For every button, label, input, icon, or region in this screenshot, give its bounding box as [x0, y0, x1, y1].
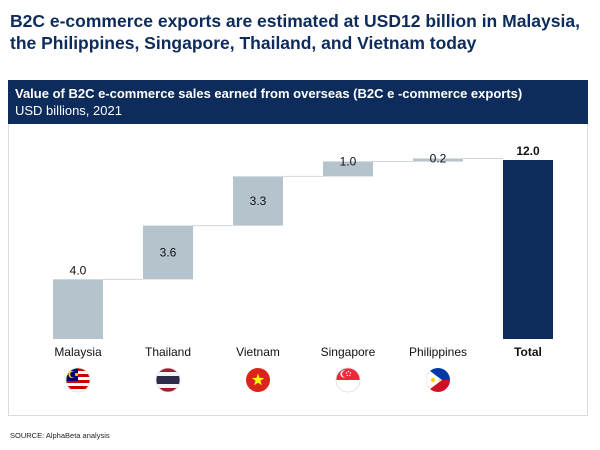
chart-title: Value of B2C e-commerce sales earned fro… [15, 86, 523, 101]
bar-vietnam [233, 176, 283, 226]
malaysia-flag-icon [65, 367, 91, 393]
category-label-vietnam: Vietnam [236, 345, 280, 359]
value-label-singapore: 1.0 [340, 154, 357, 168]
thailand-flag-icon [155, 367, 181, 393]
philippines-flag-icon [426, 368, 450, 392]
category-label-philippines: Philippines [409, 345, 467, 359]
waterfall-chart: 4.0 Malaysia 3.6 Thailand 3.3 Vietnam 1.0 Singa… [53, 144, 553, 393]
vietnam-flag-icon [246, 368, 270, 392]
category-label-singapore: Singapore [321, 345, 376, 359]
category-label-total: Total [514, 345, 542, 359]
chart-subtitle: USD billions, 2021 [15, 103, 122, 118]
bar-thailand [143, 225, 193, 280]
category-label-thailand: Thailand [145, 345, 191, 359]
value-label-malaysia: 4.0 [70, 263, 87, 277]
category-label-malaysia: Malaysia [54, 345, 102, 359]
value-label-vietnam: 3.3 [250, 194, 267, 208]
chart-panel [8, 124, 588, 416]
singapore-flag-icon [335, 367, 361, 393]
value-label-total: 12.0 [516, 144, 540, 158]
headline: B2C e-commerce exports are estimated at … [10, 11, 580, 53]
bar-philippines [413, 158, 463, 162]
value-label-thailand: 3.6 [160, 245, 177, 259]
bar-total [503, 160, 553, 339]
value-label-philippines: 0.2 [430, 152, 447, 166]
chart-header: Value of B2C e-commerce sales earned fro… [8, 80, 588, 124]
source-note: SOURCE: AlphaBeta analysis [10, 431, 110, 440]
bar-singapore [323, 161, 373, 177]
bar-malaysia [53, 279, 103, 339]
